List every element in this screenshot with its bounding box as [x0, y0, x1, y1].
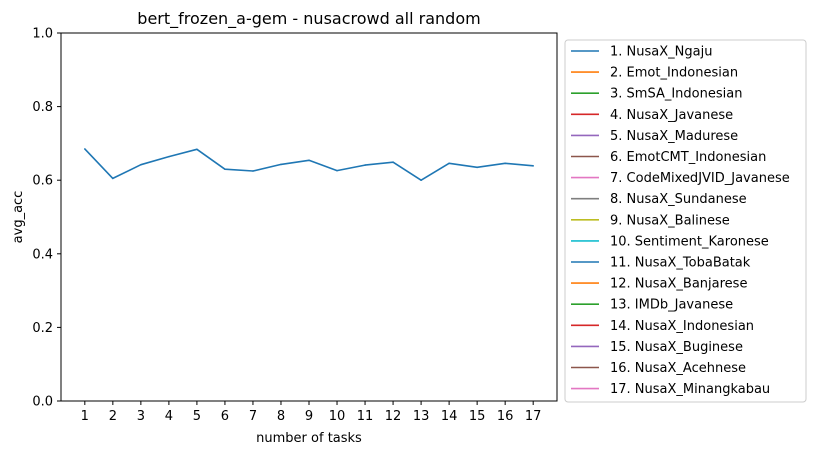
data-point — [532, 165, 534, 167]
legend-label: 9. NusaX_Balinese — [610, 213, 730, 228]
legend-label: 11. NusaX_TobaBatak — [610, 256, 751, 271]
x-tick-label: 7 — [249, 409, 257, 424]
data-point — [476, 166, 478, 169]
legend-label: 2. Emot_Indonesian — [610, 66, 738, 81]
x-tick-label: 1 — [81, 409, 89, 424]
x-tick-label: 12 — [385, 409, 402, 424]
x-axis-label: number of tasks — [256, 431, 362, 446]
x-tick-label: 5 — [193, 409, 201, 424]
data-point — [196, 148, 198, 151]
legend-label: 15. NusaX_Buginese — [610, 340, 743, 355]
data-point — [420, 179, 422, 181]
legend: 1. NusaX_Ngaju 2. Emot_Indonesian 3. SmSA_… — [564, 39, 807, 403]
data-point — [280, 163, 282, 166]
data-point — [112, 177, 114, 180]
x-tick-label: 9 — [305, 409, 313, 424]
y-tick-label: 0.8 — [32, 100, 53, 115]
x-tick-label: 16 — [497, 409, 514, 424]
legend-label: 4. NusaX_Javanese — [610, 108, 733, 123]
plot-frame — [60, 32, 558, 402]
y-axis: 0.0 0.2 0.4 0.6 0.8 1.0 — [32, 27, 61, 410]
x-tick-label: 6 — [221, 409, 229, 424]
data-point — [168, 155, 170, 158]
x-tick-label: 14 — [441, 409, 458, 424]
series-line-1 — [84, 148, 534, 181]
y-tick-label: 0.6 — [32, 174, 53, 189]
data-point — [224, 168, 226, 170]
series-layer — [84, 148, 534, 181]
data-point — [364, 164, 366, 166]
legend-box — [564, 39, 807, 403]
legend-label: 5. NusaX_Madurese — [610, 129, 738, 144]
legend-label: 16. NusaX_Acehnese — [610, 361, 746, 376]
x-tick-label: 17 — [525, 409, 542, 424]
x-tick-label: 13 — [413, 409, 430, 424]
chart-title: bert_frozen_a-gem - nusacrowd all random — [137, 9, 480, 29]
data-point — [140, 163, 142, 166]
x-tick-label: 2 — [109, 409, 117, 424]
x-tick-label: 11 — [357, 409, 374, 424]
legend-label: 8. NusaX_Sundanese — [610, 192, 747, 207]
legend-label: 6. EmotCMT_Indonesian — [610, 150, 766, 165]
legend-label: 10. Sentiment_Karonese — [610, 234, 769, 249]
legend-label: 17. NusaX_Minangkabau — [610, 382, 770, 397]
legend-label: 3. SmSA_Indonesian — [610, 87, 742, 102]
x-tick-label: 4 — [165, 409, 173, 424]
data-point — [84, 148, 86, 150]
y-tick-label: 0.0 — [32, 395, 53, 410]
y-axis-label: avg_acc — [11, 191, 26, 244]
x-tick-label: 10 — [329, 409, 346, 424]
y-tick-label: 0.2 — [32, 321, 53, 336]
data-point — [504, 162, 506, 165]
data-point — [336, 169, 338, 172]
data-point — [392, 161, 394, 163]
legend-label: 7. CodeMixedJVID_Javanese — [610, 171, 790, 186]
y-tick-label: 1.0 — [32, 27, 53, 42]
legend-label: 1. NusaX_Ngaju — [610, 45, 712, 60]
legend-label: 13. IMDb_Javanese — [610, 298, 733, 313]
x-tick-label: 15 — [469, 409, 486, 424]
x-axis: 1 2 3 4 5 6 7 8 9 10 11 12 13 14 15 16 17 — [81, 401, 542, 424]
data-point — [308, 159, 310, 162]
y-tick-label: 0.4 — [32, 247, 53, 262]
legend-label: 14. NusaX_Indonesian — [610, 319, 754, 334]
x-tick-label: 3 — [137, 409, 145, 424]
data-point — [448, 162, 450, 165]
legend-label: 12. NusaX_Banjarese — [610, 277, 747, 292]
data-point — [252, 170, 254, 172]
plot-area — [60, 32, 558, 402]
x-tick-label: 8 — [277, 409, 285, 424]
